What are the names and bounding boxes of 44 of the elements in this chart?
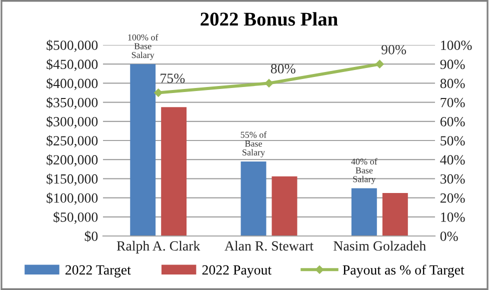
- bar: [382, 193, 408, 236]
- legend-label: Payout as % of Target: [342, 264, 464, 278]
- y2-tick-label: 80%: [440, 78, 465, 88]
- y2-tick-label: 30%: [440, 174, 465, 184]
- y-tick-label: $300,000: [46, 116, 98, 128]
- bar: [130, 64, 156, 236]
- y-tick-label: $400,000: [46, 78, 98, 90]
- y2-tick-label: 60%: [440, 116, 465, 126]
- bar: [240, 162, 266, 236]
- x-tick-label: Nasim Golzadeh: [334, 240, 426, 251]
- bar: [272, 176, 298, 236]
- annotation: 40% of Base Salary: [351, 158, 378, 184]
- y-tick-label: $500,000: [46, 40, 98, 52]
- y2-tick-label: 90%: [440, 60, 465, 70]
- y-tick-label: $0: [84, 230, 98, 242]
- point: [154, 88, 162, 97]
- data-label: 90%: [382, 44, 406, 54]
- y-tick-label: $150,000: [46, 173, 98, 186]
- y2-tick-label: 70%: [440, 98, 465, 108]
- y-tick-label: $450,000: [46, 58, 98, 72]
- point: [264, 79, 274, 88]
- y2-tick-label: 100%: [441, 40, 472, 50]
- bar: [161, 107, 187, 236]
- annotation: 100% of Base Salary: [128, 34, 158, 60]
- y-tick-label: $250,000: [46, 135, 98, 148]
- annotation: 55% of Base Salary: [240, 131, 267, 158]
- data-label: 75%: [160, 74, 185, 84]
- x-tick-label: Alan R. Stewart: [224, 240, 314, 251]
- y-tick-label: $50,000: [54, 212, 98, 224]
- y2-tick-label: 0%: [440, 232, 458, 241]
- y2-tick-label: 10%: [441, 212, 465, 222]
- legend-label: 2022 Payout: [202, 265, 272, 278]
- y2-tick-label: 50%: [440, 136, 465, 146]
- chart-title: 2022 Bonus Plan: [200, 12, 338, 26]
- legend-label: 2022 Target: [66, 265, 131, 278]
- data-label: 80%: [270, 64, 296, 74]
- x-tick-label: Ralph A. Clark: [116, 240, 200, 254]
- y-tick-label: $100,000: [46, 192, 98, 205]
- y-tick-label: $350,000: [46, 97, 98, 110]
- y-tick-label: $200,000: [46, 154, 98, 167]
- y2-tick-label: 40%: [440, 155, 465, 165]
- bar: [351, 188, 377, 236]
- y2-tick-label: 20%: [440, 193, 465, 203]
- point: [376, 60, 384, 68]
